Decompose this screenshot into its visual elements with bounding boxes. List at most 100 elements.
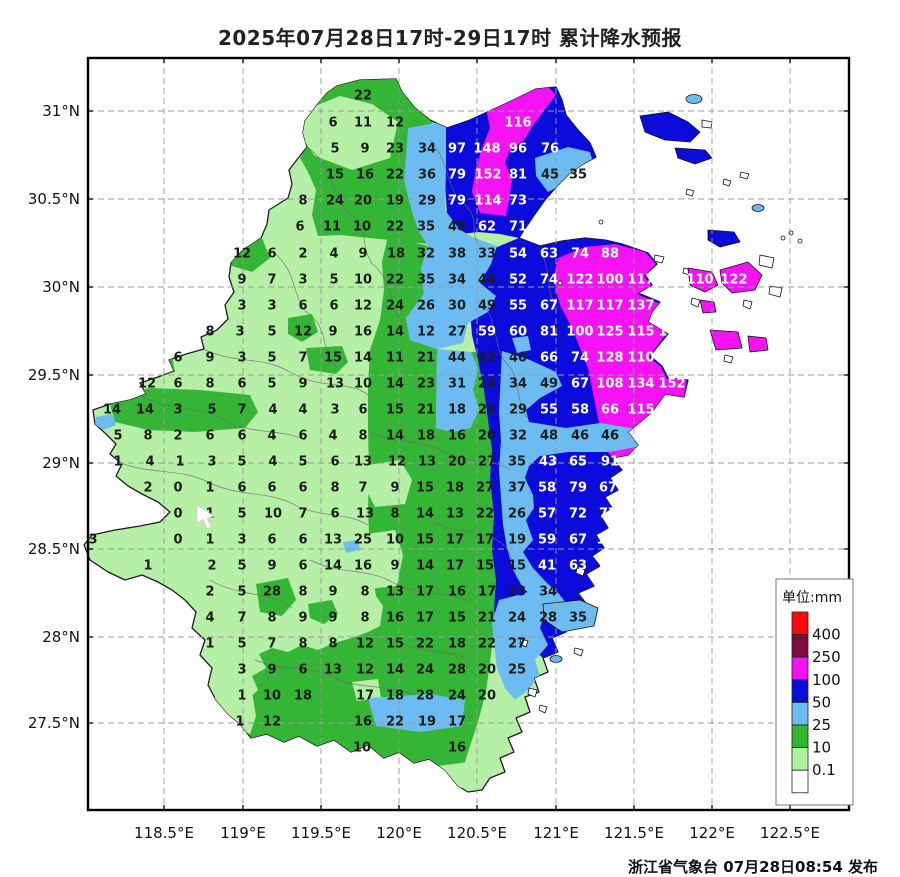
- precip-value: 9: [267, 559, 276, 574]
- precip-value: 8: [205, 377, 214, 392]
- precip-value: 128: [596, 351, 623, 366]
- precip-value: 1: [237, 689, 246, 704]
- precip-value: 3: [237, 663, 246, 678]
- x-tick-label: 122°E: [689, 824, 735, 842]
- precip-value: 2: [205, 585, 214, 600]
- precip-value: 44: [478, 273, 496, 288]
- precip-value: 13: [324, 533, 342, 548]
- precip-value: 5: [329, 273, 338, 288]
- x-tick-label: 120°E: [376, 824, 422, 842]
- legend-swatch: [791, 724, 809, 749]
- precip-value: 116: [504, 116, 531, 131]
- precip-value: 16: [386, 611, 404, 626]
- precip-value: 5: [237, 455, 246, 470]
- precip-value: 69: [599, 559, 617, 574]
- precip-value: 14: [416, 559, 434, 574]
- precip-value: 2: [298, 247, 307, 262]
- precip-value: 14: [103, 403, 121, 418]
- precip-value: 16: [356, 168, 374, 183]
- precip-value: 6: [267, 481, 276, 496]
- precip-value: 13: [386, 585, 404, 600]
- precip-value: 26: [417, 299, 435, 314]
- precip-value: 152: [474, 168, 501, 183]
- precip-value: 67: [540, 299, 558, 314]
- precip-value: 5: [330, 142, 339, 157]
- precip-value: 22: [416, 637, 434, 652]
- precip-value: 14: [386, 429, 404, 444]
- precip-value: 42: [478, 351, 496, 366]
- precip-value: 30: [448, 299, 466, 314]
- y-tick-label: 29.5°N: [28, 366, 80, 384]
- precip-value: 24: [416, 663, 434, 678]
- precip-value: 1: [205, 637, 214, 652]
- precip-value: 29: [509, 403, 527, 418]
- precip-value: 48: [448, 220, 466, 235]
- precip-value: 96: [509, 142, 527, 157]
- precip-value: 110: [627, 351, 654, 366]
- precip-value: 5: [267, 325, 276, 340]
- precip-value: 6: [237, 377, 246, 392]
- precip-value: 3: [235, 325, 244, 340]
- legend-swatch: [791, 679, 809, 703]
- precip-value: 24: [478, 377, 496, 392]
- precip-value: 1: [143, 559, 152, 574]
- precip-value: 9: [298, 377, 307, 392]
- precip-value: 67: [599, 481, 617, 496]
- precip-value: 6: [298, 559, 307, 574]
- precip-value: 115: [627, 403, 654, 418]
- legend-swatches: [791, 611, 809, 794]
- precip-value: 6: [237, 481, 246, 496]
- x-tick-label: 119.5°E: [291, 824, 351, 842]
- precip-value: 0: [173, 507, 182, 522]
- legend-swatch: [791, 747, 809, 771]
- precip-value: 27: [508, 637, 526, 652]
- precip-value: 63: [540, 247, 558, 262]
- precip-value: 6: [295, 220, 304, 235]
- legend-label: 100: [812, 671, 841, 689]
- precip-value: 49: [478, 299, 496, 314]
- precip-value: 59: [538, 533, 556, 548]
- plot-frame: [86, 56, 851, 812]
- precip-value: 72: [569, 507, 587, 522]
- precip-value: 114: [474, 194, 501, 209]
- precip-value: 17: [416, 611, 434, 626]
- precip-value: 110: [686, 273, 713, 288]
- precip-value: 12: [388, 455, 406, 470]
- precip-value: 152: [658, 377, 685, 392]
- precip-value: 23: [386, 142, 404, 157]
- precip-value: 9: [390, 559, 399, 574]
- precip-value: 8: [390, 507, 399, 522]
- precip-value: 15: [386, 637, 404, 652]
- precip-value: 55: [509, 299, 527, 314]
- precip-value: 17: [478, 585, 496, 600]
- precip-value: 10: [263, 689, 281, 704]
- precip-value: 13: [356, 507, 374, 522]
- precip-value: 5: [237, 585, 246, 600]
- precip-value: 6: [298, 663, 307, 678]
- precip-value: 9: [328, 325, 337, 340]
- precip-value: 3: [298, 273, 307, 288]
- precip-value: 28: [448, 663, 466, 678]
- precip-value: 6: [205, 429, 214, 444]
- precip-value: 43: [539, 455, 557, 470]
- precip-value: 9: [267, 663, 276, 678]
- precip-value: 35: [569, 611, 587, 626]
- precip-value: 21: [417, 403, 435, 418]
- islands: [519, 94, 803, 714]
- x-tick-label: 121.5°E: [604, 824, 664, 842]
- precip-value: 10: [354, 273, 372, 288]
- precip-value: 48: [540, 429, 558, 444]
- precip-value: 125: [596, 325, 623, 340]
- precip-value: 5: [207, 403, 216, 418]
- precip-value: 79: [448, 194, 466, 209]
- precip-value: 46: [571, 429, 589, 444]
- precip-value: 13: [324, 663, 342, 678]
- precip-value: 20: [478, 429, 496, 444]
- precip-value: 28: [539, 611, 557, 626]
- precip-value: 12: [356, 663, 374, 678]
- precip-value: 73: [509, 194, 527, 209]
- precip-value: 8: [358, 429, 367, 444]
- precip-value: 4: [268, 403, 277, 418]
